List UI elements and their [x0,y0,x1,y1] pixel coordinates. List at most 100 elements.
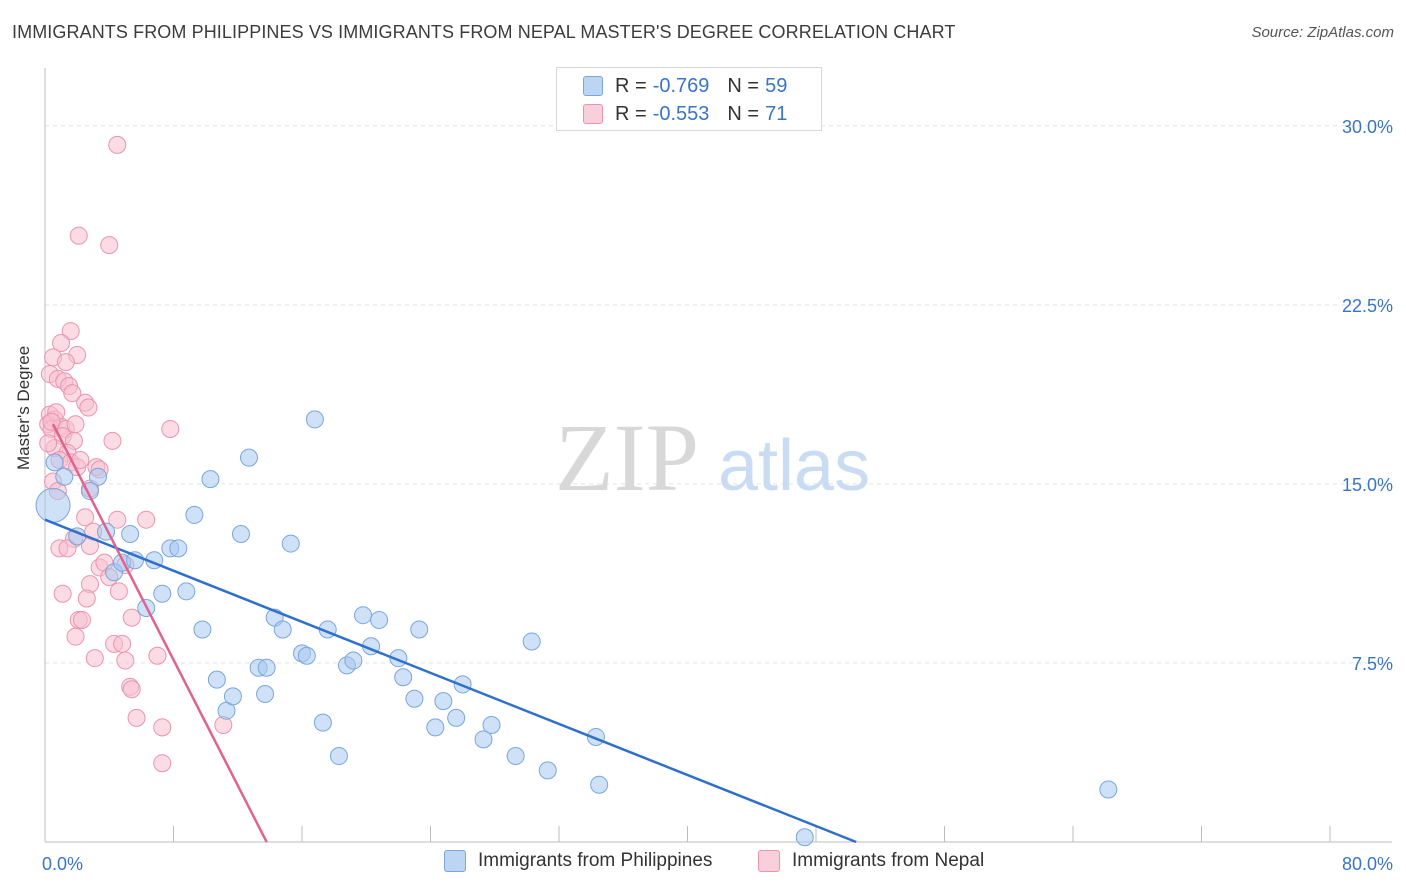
legend-r-label: R = [615,74,647,97]
legend-swatch-blue [583,76,603,96]
nepal-point [76,508,95,527]
nepal-point [108,135,127,154]
legend-r-value: -0.553 [652,102,710,125]
philippines-point [447,708,466,727]
axes [44,68,1392,843]
bottom-legend-label: Immigrants from Philippines [478,850,713,871]
nepal-point [148,646,167,665]
philippines-point [405,689,424,708]
philippines-point [394,668,413,687]
watermark-zip: ZIP [555,404,699,511]
watermark: ZIP atlas [555,404,870,511]
philippines-point [1099,780,1118,799]
nepal-point [153,754,172,773]
philippines-point [506,747,525,766]
philippines-point [239,448,258,467]
nepal-point [61,322,80,341]
philippines-point [256,684,275,703]
philippines-point [590,775,609,794]
philippines-point [538,761,557,780]
nepal-point [69,226,88,245]
philippines-point [313,713,332,732]
bottom-legend-philippines: Immigrants from Philippines [444,850,712,872]
nepal-point [66,415,85,434]
y-tick-label: 22.5% [1342,296,1393,316]
philippines-trend-line [44,518,857,844]
bottom-legend-nepal: Immigrants from Nepal [758,850,984,872]
nepal-point [42,412,61,431]
nepal-point [137,510,156,529]
nepal-point [85,649,104,668]
philippines-point [121,525,140,544]
nepal-point [39,434,58,453]
nepal-point [127,708,146,727]
legend-r-label: R = [615,102,647,125]
philippines-point [329,747,348,766]
nepal-point [161,419,180,438]
nepal-point [56,353,75,372]
grid-lines [45,125,1392,664]
y-tick-label: 30.0% [1342,117,1393,137]
philippines-point [410,620,429,639]
nepal-point [53,584,72,603]
philippines-point [35,487,71,523]
philippines-point [474,730,493,749]
philippines-point [177,582,196,601]
philippines-point [153,584,172,603]
y-axis-label: Master's Degree [14,345,33,470]
chart-title: IMMIGRANTS FROM PHILIPPINES VS IMMIGRANT… [12,22,956,42]
nepal-point [58,539,77,558]
philippines-point [223,687,242,706]
nepal-point [153,718,172,737]
nepal-point [108,510,127,529]
nepal-point [52,334,71,353]
legend-n-value: 59 [765,74,788,97]
nepal-point [122,680,141,699]
nepal-trend-line [51,423,268,843]
nepal-point [77,589,96,608]
philippines-point [207,670,226,689]
tick-labels: 7.5% 15.0% 22.5% 30.0% 0.0% 80.0% [42,117,1393,874]
x-tick-label: 80.0% [1342,854,1393,874]
philippines-point [281,534,300,553]
trend-lines [44,423,857,844]
philippines-point [344,651,363,670]
x-tick-label: 0.0% [42,854,83,874]
philippines-point [354,606,373,625]
philippines-point [45,453,64,472]
nepal-point [79,398,98,417]
philippines-point [305,410,324,429]
philippines-point [193,620,212,639]
legend-n-label: N = [727,74,760,97]
nepal-point [122,608,141,627]
correlation-legend: R = -0.769 N = 59 R = -0.553 N = 71 [556,67,822,131]
philippines-point [273,620,292,639]
philippines-point [185,505,204,524]
bottom-legend-swatch-blue [444,850,466,872]
nepal-point [113,634,132,653]
watermark-atlas: atlas [718,426,870,506]
philippines-point [434,692,453,711]
philippines-point [297,646,316,665]
legend-row-nepal: R = -0.553 N = 71 [583,101,787,127]
nepal-point [63,384,82,403]
philippines-point [201,470,220,489]
nepal-point [103,431,122,450]
philippines-point [522,632,541,651]
legend-r-value: -0.769 [652,74,710,97]
philippines-point [370,610,389,629]
y-tick-label: 7.5% [1352,654,1393,674]
philippines-point [426,718,445,737]
philippines-point [169,539,188,558]
philippines-point [55,467,74,486]
philippines-point [89,467,108,486]
nepal-point [109,582,128,601]
philippines-point [231,525,250,544]
philippines-point [482,716,501,735]
bottom-legend-label: Immigrants from Nepal [792,850,985,871]
philippines-point [257,658,276,677]
legend-swatch-pink [583,104,603,124]
legend-n-label: N = [727,102,760,125]
philippines-point [795,828,814,847]
